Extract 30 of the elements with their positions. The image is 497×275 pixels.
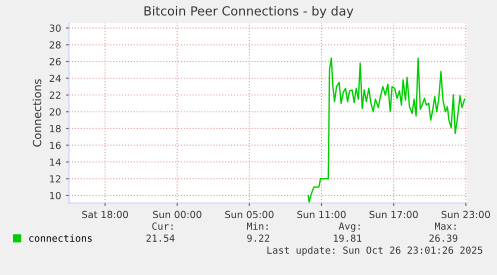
y-tick-label: 12	[50, 175, 60, 182]
x-tick-label: Sat 18:00	[82, 210, 128, 218]
x-tick-label: Sun 11:00	[297, 210, 346, 218]
y-tick-label: 18	[50, 124, 61, 132]
line-series	[308, 57, 466, 203]
text: 21.54	[146, 234, 175, 242]
x-tick-label: Sun 23:00	[442, 210, 490, 218]
text: 26.39	[429, 234, 458, 242]
y-tick-label: 28	[50, 41, 61, 49]
x-tick-label: Sun 17:00	[369, 210, 418, 218]
x-tick-label: Sun 05:00	[225, 210, 274, 218]
y-tick-label: 24	[50, 74, 61, 82]
text: Min:	[246, 222, 268, 230]
text: Max:	[434, 222, 456, 230]
chart-title: Bitcoin Peer Connections - by day	[144, 6, 354, 18]
text: 19.81	[334, 234, 362, 242]
y-axis-title: Connections	[32, 79, 42, 147]
y-tick-label: 26	[50, 58, 61, 66]
y-tick-label: 14	[50, 158, 61, 166]
legend-label: connections	[29, 234, 92, 242]
y-tick-label: 22	[50, 91, 60, 99]
text: Last update: Sun Oct 26 23:01:26 2025	[267, 246, 482, 256]
x-tick-label: Sun 00:00	[153, 210, 202, 218]
y-tick-label: 20	[50, 108, 61, 116]
text: 9.22	[247, 234, 270, 242]
text: Avg:	[338, 222, 360, 232]
text: Cur:	[152, 222, 173, 230]
y-tick-label: 30	[50, 24, 61, 32]
y-tick-label: 10	[50, 192, 61, 200]
y-tick-label: 16	[50, 142, 61, 150]
